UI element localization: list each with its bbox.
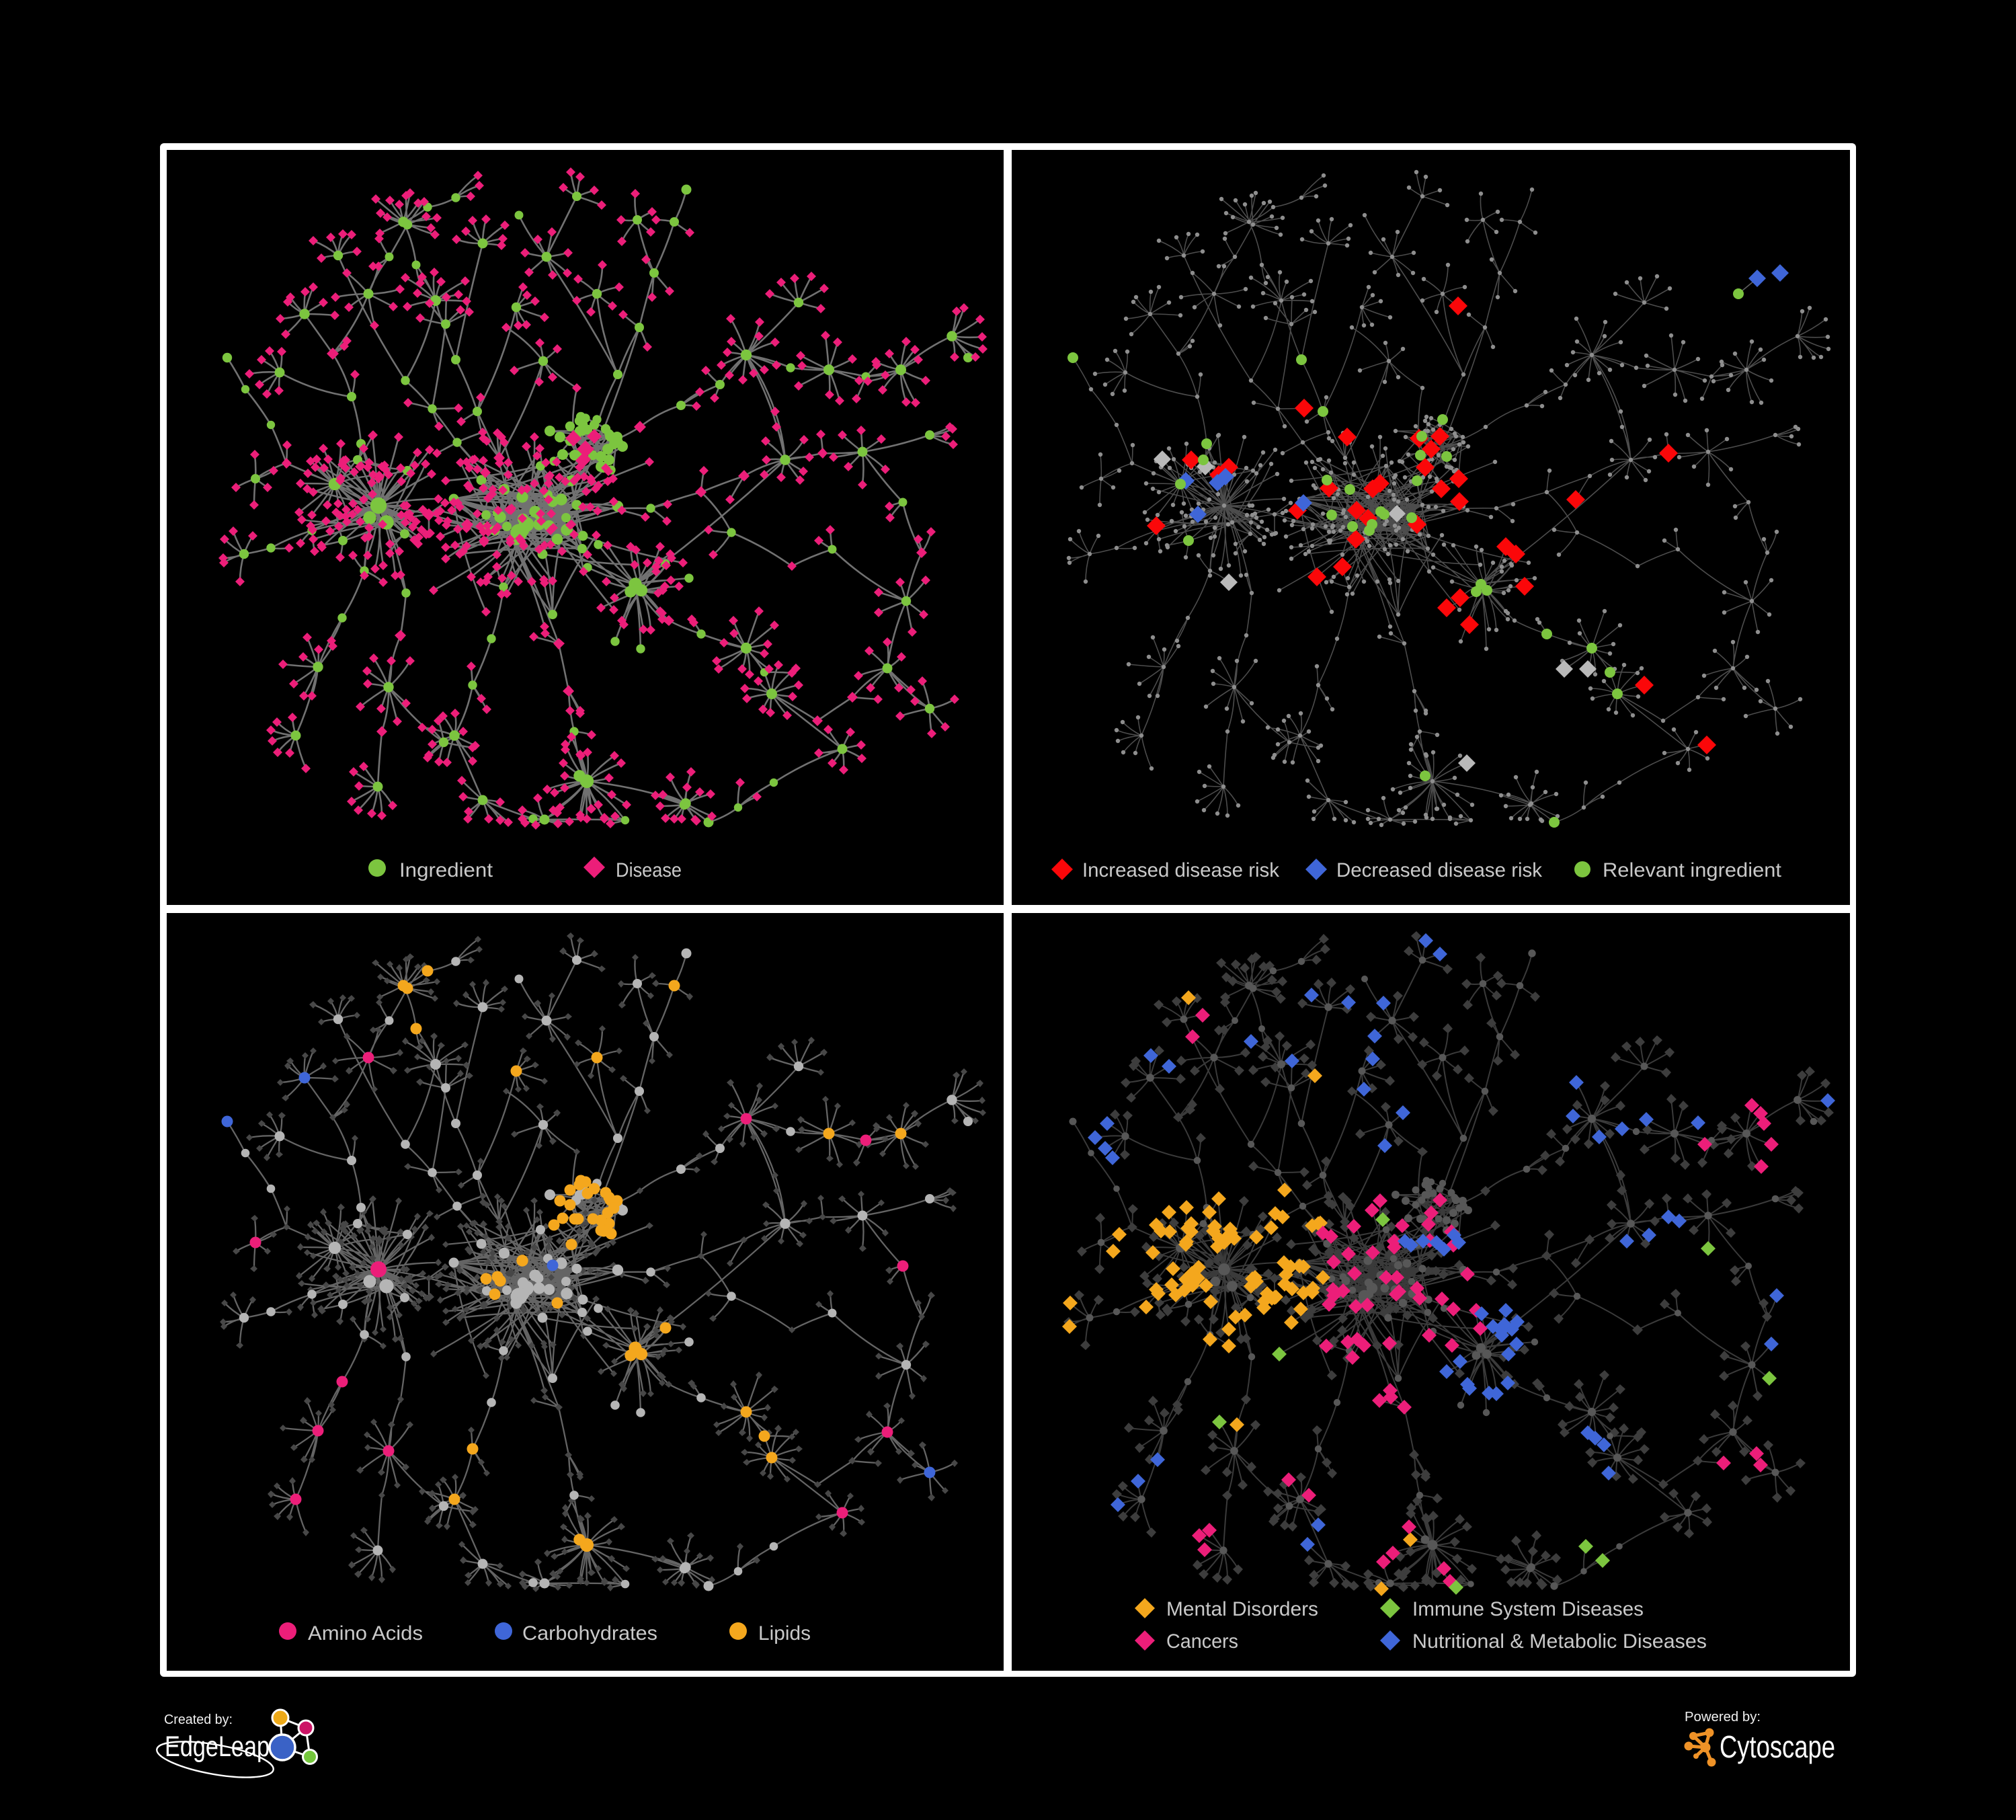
svg-text:Powered by:: Powered by:: [1685, 1710, 1761, 1725]
svg-text:Amino Acids: Amino Acids: [308, 1622, 423, 1645]
svg-text:Nutritional & Metabolic Diseas: Nutritional & Metabolic Diseases: [1412, 1630, 1707, 1653]
svg-text:Ingredient: Ingredient: [399, 859, 493, 881]
svg-text:Immune System Diseases: Immune System Diseases: [1412, 1598, 1644, 1620]
svg-text:Cytoscape: Cytoscape: [1720, 1729, 1835, 1764]
svg-text:Increased disease risk: Increased disease risk: [1082, 859, 1280, 881]
svg-text:Relevant ingredient: Relevant ingredient: [1603, 859, 1782, 881]
svg-text:Created by:: Created by:: [164, 1712, 233, 1727]
svg-text:Mental Disorders: Mental Disorders: [1166, 1598, 1318, 1620]
svg-text:Lipids: Lipids: [758, 1622, 811, 1645]
svg-text:Carbohydrates: Carbohydrates: [522, 1622, 657, 1645]
svg-text:Decreased disease risk: Decreased disease risk: [1336, 859, 1543, 881]
svg-text:EdgeLeap: EdgeLeap: [165, 1731, 270, 1763]
svg-text:Cancers: Cancers: [1166, 1630, 1238, 1653]
svg-text:Disease: Disease: [616, 859, 682, 881]
